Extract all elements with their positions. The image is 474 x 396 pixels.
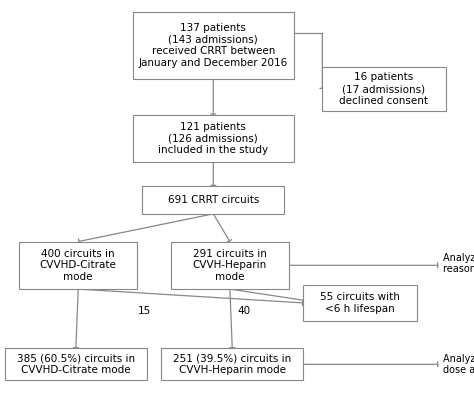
Text: 251 (39.5%) circuits in
CVVH-Heparin mode: 251 (39.5%) circuits in CVVH-Heparin mod… <box>173 354 292 375</box>
Text: Analyzed for delivered
dose and complications: Analyzed for delivered dose and complica… <box>443 354 474 375</box>
FancyBboxPatch shape <box>161 348 303 380</box>
FancyBboxPatch shape <box>322 67 446 111</box>
Text: Analyzed for lifespan and
reason of interruption: Analyzed for lifespan and reason of inte… <box>443 253 474 274</box>
FancyBboxPatch shape <box>171 242 289 289</box>
Text: 291 circuits in
CVVH-Heparin
mode: 291 circuits in CVVH-Heparin mode <box>193 249 267 282</box>
Text: 385 (60.5%) circuits in
CVVHD-Citrate mode: 385 (60.5%) circuits in CVVHD-Citrate mo… <box>17 354 135 375</box>
FancyBboxPatch shape <box>133 12 294 79</box>
Text: 121 patients
(126 admissions)
included in the study: 121 patients (126 admissions) included i… <box>158 122 268 155</box>
FancyBboxPatch shape <box>303 285 417 321</box>
FancyBboxPatch shape <box>19 242 137 289</box>
Text: 16 patients
(17 admissions)
declined consent: 16 patients (17 admissions) declined con… <box>339 72 428 106</box>
Text: 691 CRRT circuits: 691 CRRT circuits <box>168 195 259 205</box>
Text: 400 circuits in
CVVHD-Citrate
mode: 400 circuits in CVVHD-Citrate mode <box>40 249 117 282</box>
Text: 137 patients
(143 admissions)
received CRRT between
January and December 2016: 137 patients (143 admissions) received C… <box>139 23 288 68</box>
Text: 40: 40 <box>237 306 251 316</box>
FancyBboxPatch shape <box>133 115 294 162</box>
Text: 55 circuits with
<6 h lifespan: 55 circuits with <6 h lifespan <box>320 292 400 314</box>
FancyBboxPatch shape <box>142 186 284 214</box>
FancyBboxPatch shape <box>5 348 147 380</box>
Text: 15: 15 <box>138 306 151 316</box>
